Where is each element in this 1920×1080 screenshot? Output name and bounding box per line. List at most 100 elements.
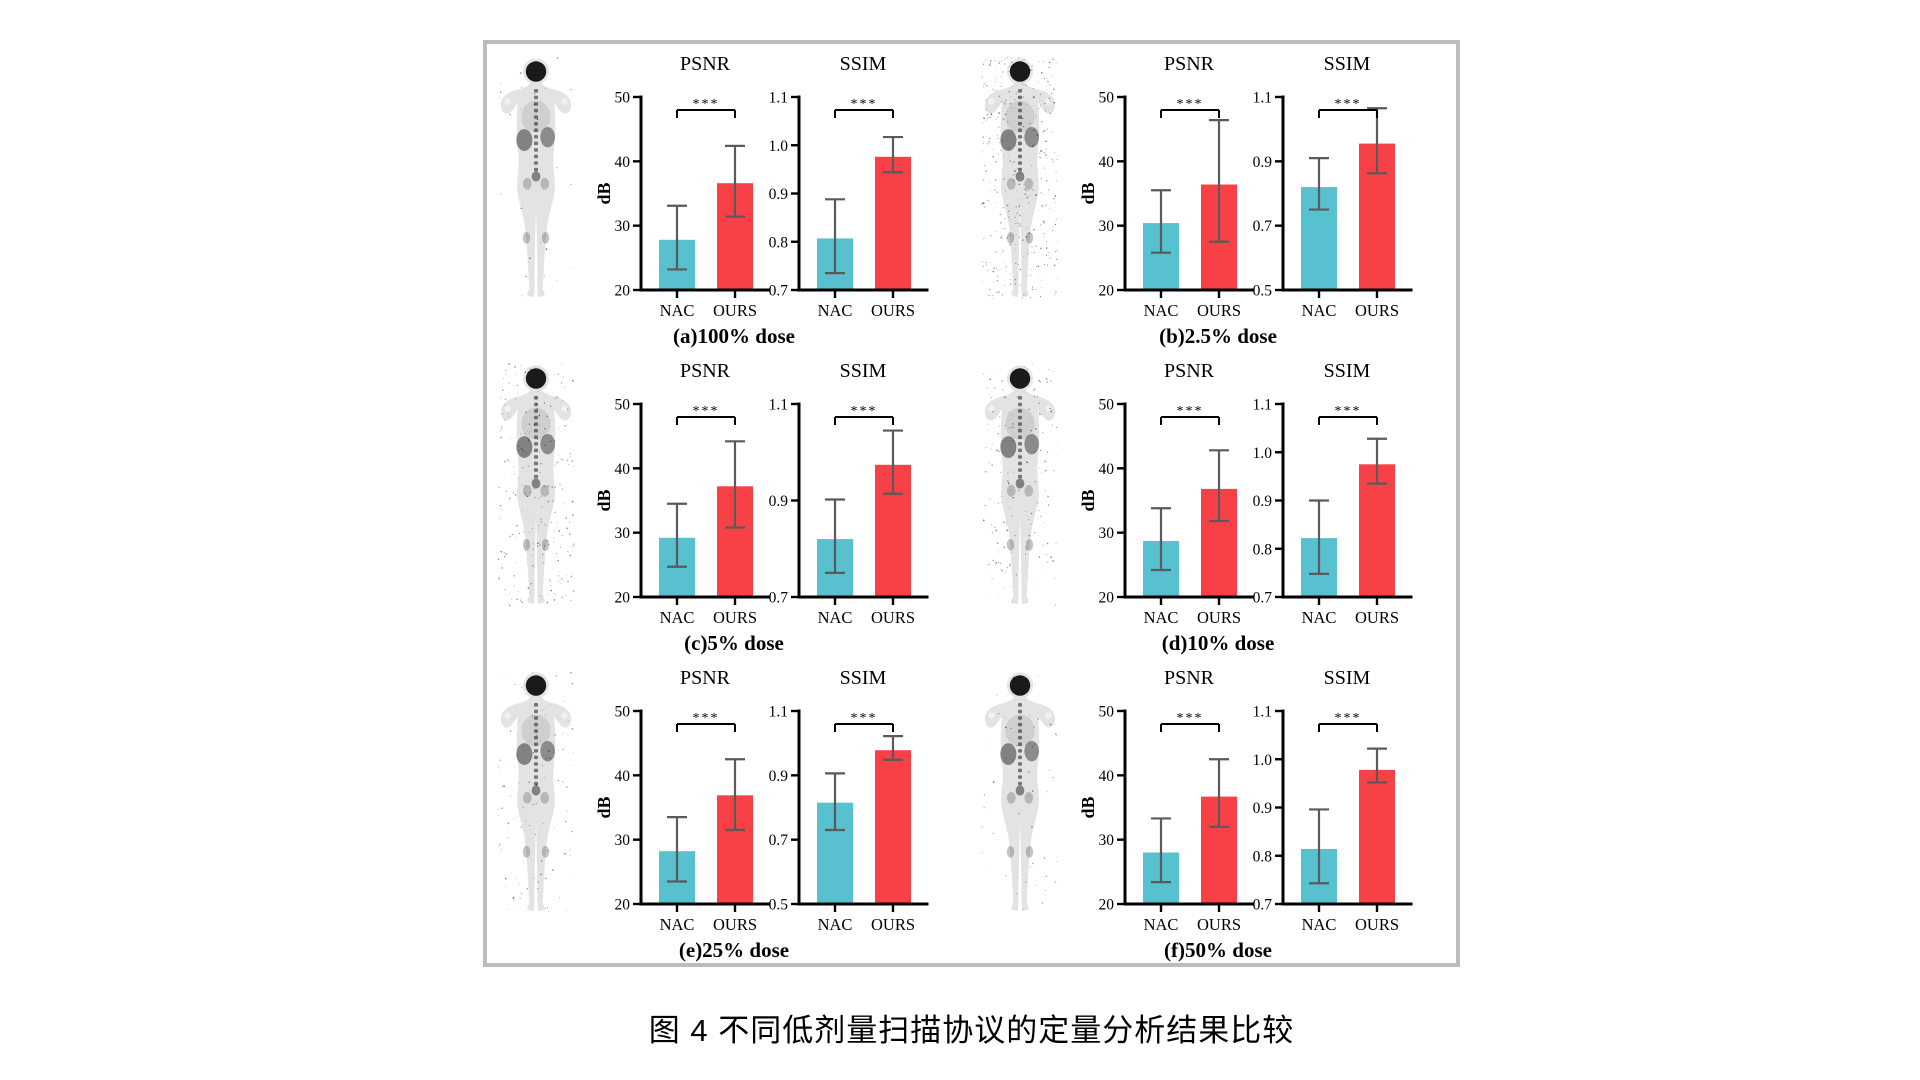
scan-noise-dot (570, 599, 572, 601)
scan-noise-dot (986, 387, 989, 389)
scan-noise-dot (985, 82, 987, 83)
scan-noise-dot (556, 461, 559, 464)
scan-noise-dot (541, 460, 542, 461)
scan-noise-dot (555, 553, 558, 555)
scan-noise-dot (1019, 172, 1021, 174)
scan-noise-dot (1014, 98, 1016, 101)
dose-caption: (a)100% dose (673, 324, 795, 348)
scan-hip-right (540, 792, 550, 804)
scan-noise-dot (569, 850, 570, 852)
scan-noise-dot (548, 544, 550, 546)
scan-noise-dot (540, 860, 543, 862)
bar-ours (875, 750, 911, 904)
scan-noise-dot (522, 467, 524, 469)
scan-noise-dot (1050, 92, 1053, 95)
scan-noise-dot (994, 185, 996, 187)
scan-noise-dot (566, 459, 568, 461)
scan-noise-dot (1010, 96, 1012, 98)
scan-noise-dot (1042, 60, 1044, 62)
scan-noise-dot (562, 781, 564, 783)
scan-noise-dot (513, 466, 514, 468)
scan-noise-dot (981, 203, 984, 205)
scan-noise-dot (524, 909, 527, 911)
scan-noise-dot (997, 502, 999, 504)
axis-tick-label: 40 (1099, 461, 1115, 478)
scan-noise-dot (1046, 381, 1049, 383)
scan-noise-dot (1037, 265, 1040, 268)
scan-noise-dot (521, 601, 523, 603)
scan-hip-right (540, 178, 550, 190)
chart-title: PSNR (680, 360, 731, 382)
scan-noise-dot (501, 807, 503, 810)
scan-noise-dot (1030, 429, 1032, 432)
scan-noise-dot (529, 432, 531, 433)
scan-noise-dot (1046, 157, 1048, 159)
scan-noise-dot (1009, 563, 1011, 565)
scan-noise-dot (1007, 121, 1009, 123)
scan-noise-dot (1009, 564, 1011, 567)
scan-noise-dot (999, 415, 1001, 418)
scan-noise-dot (1001, 294, 1004, 296)
scan-noise-dot (1041, 431, 1044, 434)
scan-noise-dot (987, 117, 989, 119)
scan-noise-dot (988, 137, 991, 140)
scan-noise-dot (992, 559, 995, 562)
scan-noise-dot (1051, 106, 1053, 108)
axis-tick-label: 20 (1099, 897, 1115, 914)
scan-noise-dot (1012, 423, 1014, 425)
scan-noise-dot (1047, 504, 1050, 506)
scan-noise-dot (997, 712, 1000, 715)
scan-noise-dot (1004, 396, 1006, 399)
scan-noise-dot (571, 379, 574, 382)
scan-noise-dot (1046, 790, 1048, 793)
scan-noise-dot (998, 141, 1000, 144)
panel-a: PSNR dB *** 20 30 40 50 NAC OURS SSIM *** 0.7 0.8 0.9… (489, 52, 959, 356)
scan-noise-dot (1054, 733, 1057, 736)
scan-noise-dot (1050, 556, 1052, 558)
scan-noise-dot (517, 477, 519, 479)
scan-noise-dot (1044, 107, 1046, 109)
scan-noise-dot (1055, 218, 1057, 220)
category-label: OURS (1355, 608, 1399, 627)
y-axis-label: dB (1081, 796, 1098, 818)
scan-noise-dot (500, 517, 502, 519)
scan-noise-dot (981, 202, 984, 204)
scan-organ-right (540, 740, 555, 762)
scan-noise-dot (568, 533, 571, 535)
scan-noise-dot (1024, 193, 1027, 196)
scan-organ-left (516, 129, 533, 152)
scan-noise-dot (569, 854, 571, 856)
scan-noise-dot (1004, 716, 1006, 718)
scan-noise-dot (524, 433, 526, 435)
scan-spine-dot (533, 781, 539, 786)
scan-noise-dot (527, 465, 530, 467)
category-label: OURS (871, 915, 915, 934)
scan-noise-dot (992, 410, 994, 413)
scan-noise-dot (545, 248, 548, 250)
scan-noise-dot (555, 396, 557, 398)
scan-noise-dot (1031, 286, 1034, 288)
category-label: NAC (818, 608, 853, 627)
scan-noise-dot (991, 148, 994, 151)
scan-noise-dot (539, 462, 542, 465)
scan-noise-dot (529, 491, 531, 494)
scan-noise-dot (1021, 198, 1023, 200)
scan-noise-dot (525, 694, 526, 696)
scan-noise-dot (1040, 150, 1042, 152)
scan-knee-left (522, 845, 531, 858)
scan-noise-dot (985, 446, 987, 448)
scan-noise-dot (1042, 544, 1044, 546)
axis-tick-label: 0.7 (1253, 218, 1273, 235)
error-bar (725, 144, 745, 218)
significance-marker: *** (851, 97, 878, 112)
scan-noise-dot (997, 111, 999, 113)
scan-noise-dot (1036, 396, 1038, 398)
scan-noise-dot (1032, 433, 1034, 435)
scan-noise-dot (547, 849, 550, 852)
scan-noise-dot (525, 275, 527, 278)
scan-noise-dot (558, 530, 560, 532)
scan-noise-dot (524, 808, 526, 809)
scan-noise-dot (1022, 126, 1025, 128)
significance-bracket (1318, 723, 1378, 732)
scan-noise-dot (1025, 369, 1028, 371)
